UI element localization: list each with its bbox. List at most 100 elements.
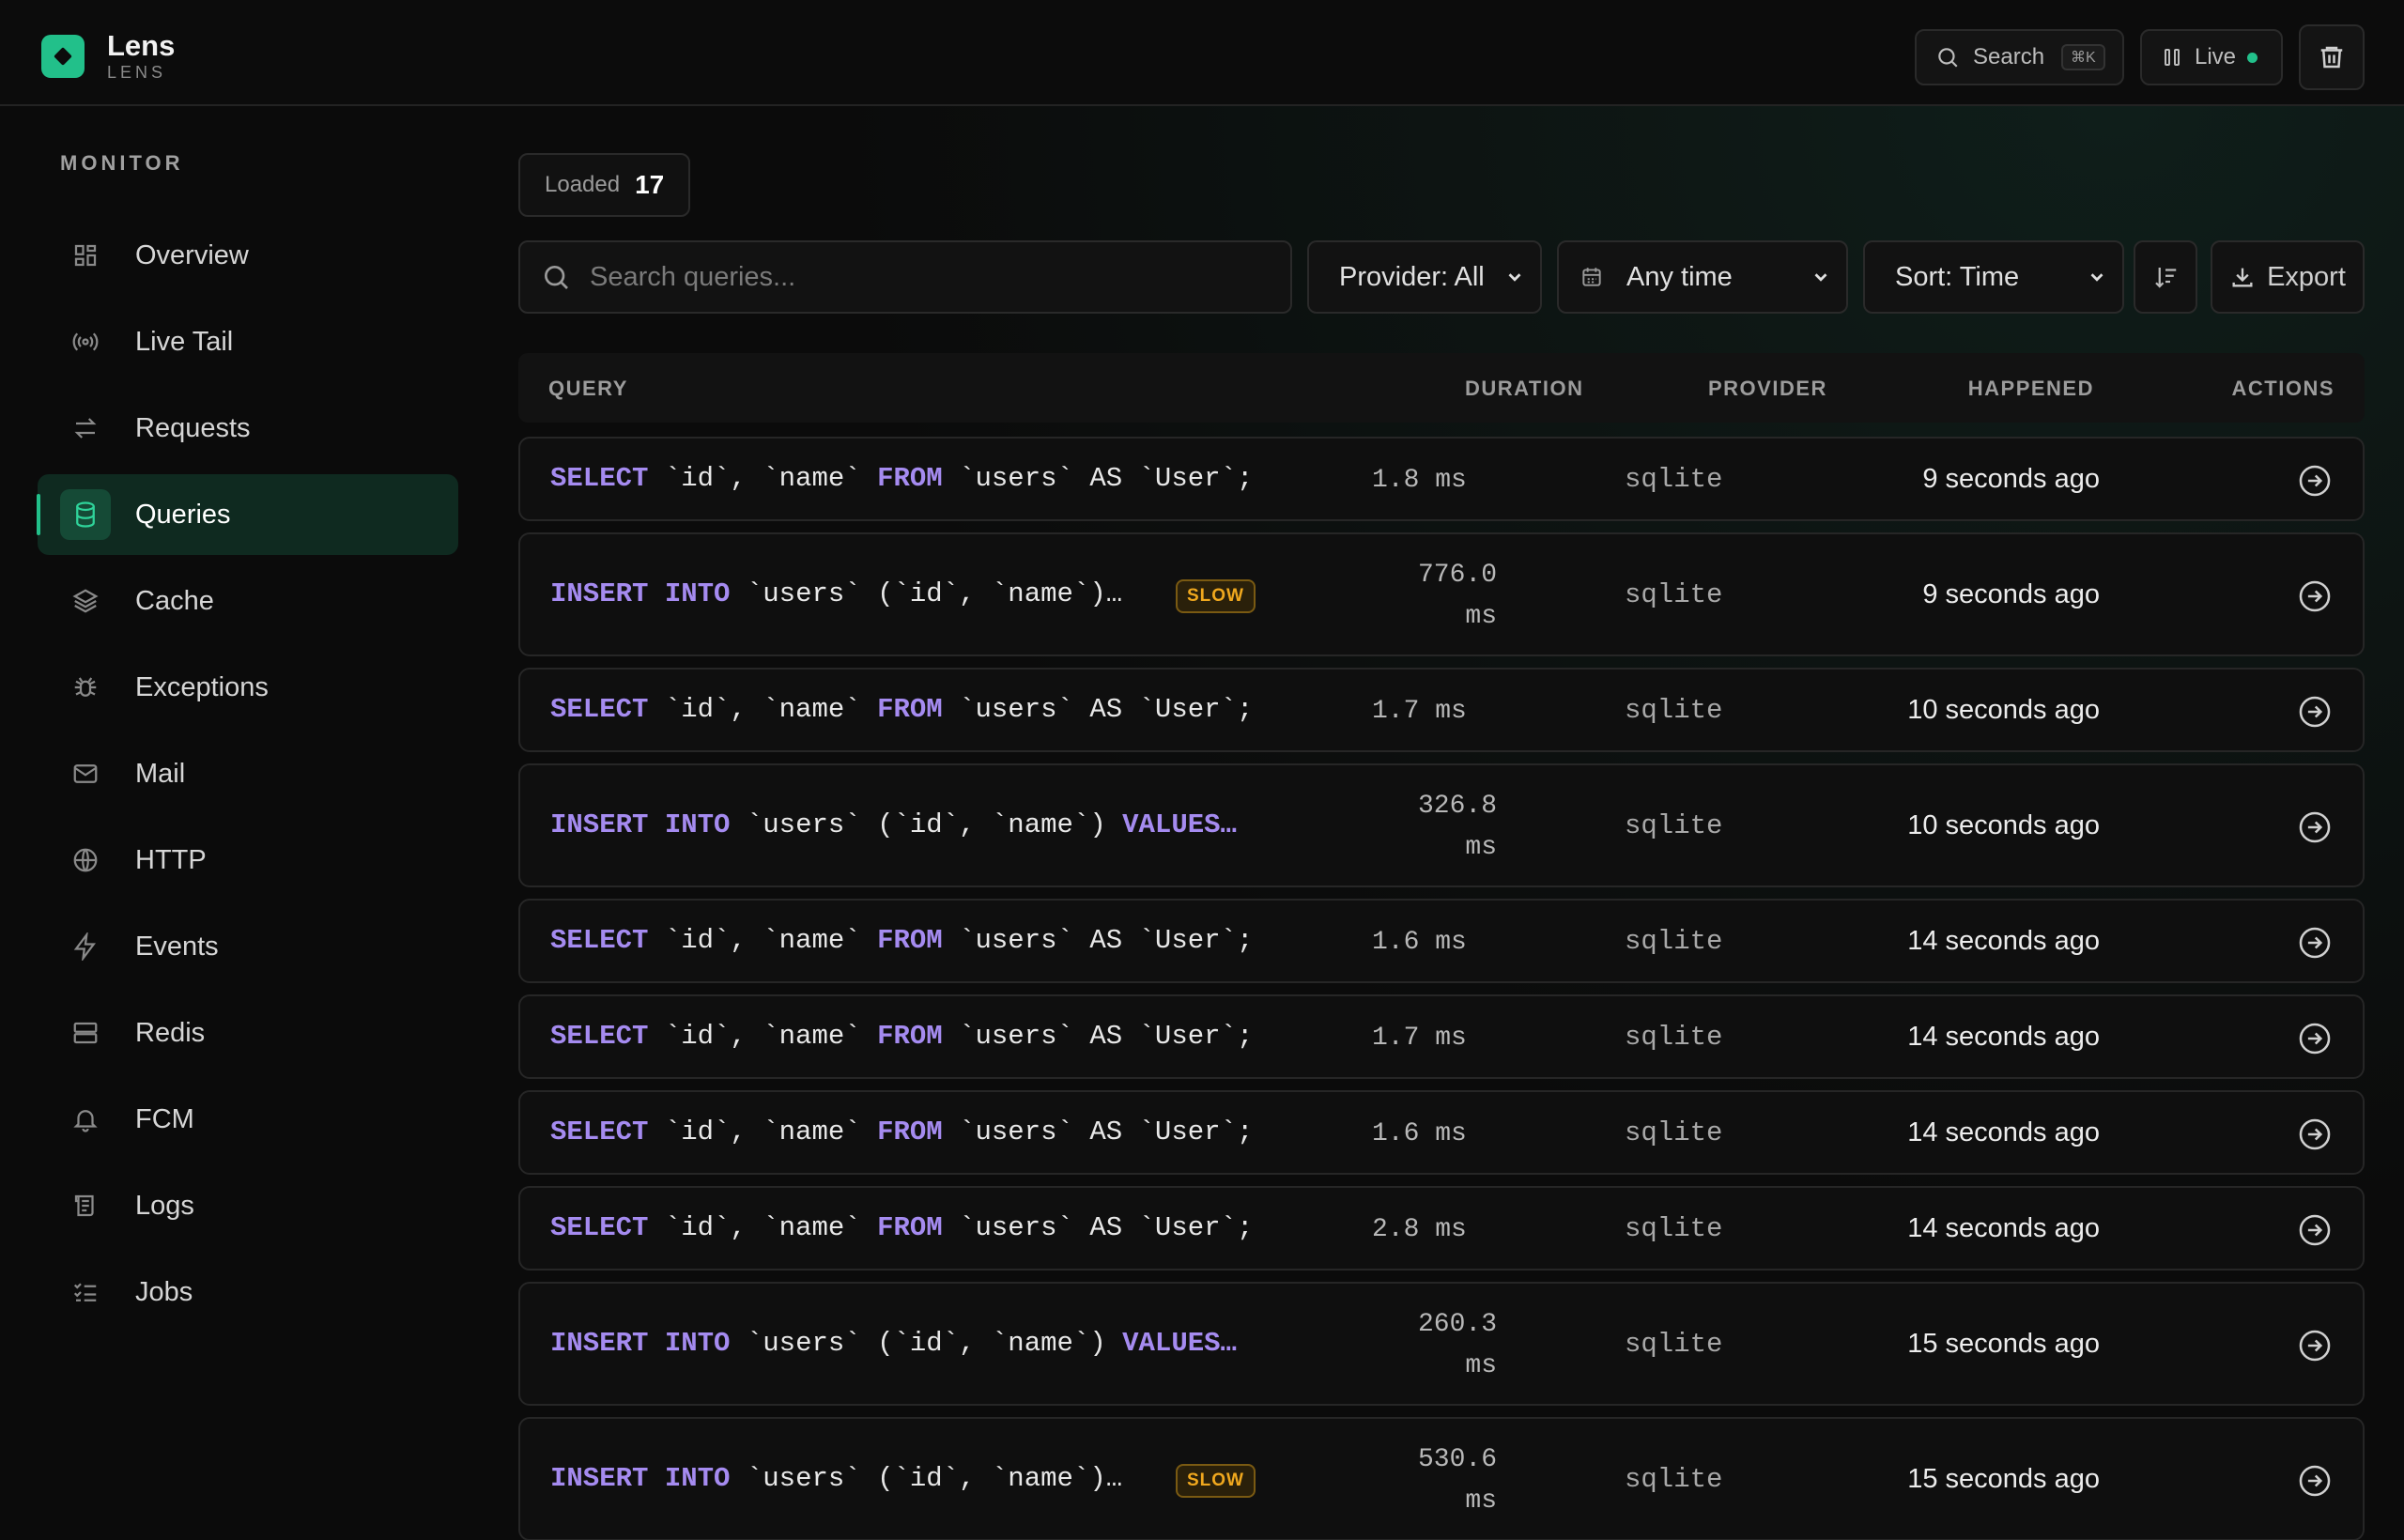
sidebar-item-label: Jobs (135, 1276, 193, 1307)
sidebar-item-mail[interactable]: Mail (38, 733, 458, 814)
sidebar-item-fcm[interactable]: FCM (38, 1079, 458, 1160)
layers-icon (60, 576, 111, 626)
column-header-happened: HAPPENED (1967, 377, 2094, 400)
table-header: QUERY DURATION PROVIDER HAPPENED ACTIONS (518, 353, 2365, 423)
slow-badge: SLOW (1176, 579, 1256, 613)
duration-value: 1.8 ms (1372, 466, 1467, 495)
open-details-arrow-icon[interactable] (2297, 1212, 2333, 1253)
globe-icon (60, 835, 111, 886)
query-search-box[interactable] (518, 240, 1292, 314)
pause-icon (2161, 45, 2183, 69)
table-row[interactable]: SELECT `id`, `name` FROM `users` AS `Use… (518, 437, 2365, 521)
brand[interactable]: Lens LENS (41, 30, 175, 83)
duration-value: 1.7 ms (1372, 1024, 1467, 1053)
sidebar-item-redis[interactable]: Redis (38, 993, 458, 1073)
sidebar-item-label: Queries (135, 499, 231, 530)
sidebar-item-label: HTTP (135, 844, 207, 875)
provider-select[interactable]: Provider: All (1307, 240, 1542, 314)
loaded-count: 17 (635, 170, 665, 199)
query-text: SELECT `id`, `name` FROM `users` AS `Use… (550, 1212, 1254, 1243)
happened-time: 14 seconds ago (1907, 1213, 2100, 1243)
open-details-arrow-icon[interactable] (2297, 578, 2333, 619)
clear-entries-button[interactable] (2299, 24, 2365, 90)
open-details-arrow-icon[interactable] (2297, 1463, 2333, 1503)
open-details-arrow-icon[interactable] (2297, 463, 2333, 503)
lens-logo-icon (41, 35, 85, 78)
happened-time: 14 seconds ago (1907, 926, 2100, 956)
open-details-arrow-icon[interactable] (2297, 1021, 2333, 1061)
table-row[interactable]: INSERT INTO `users` (`id`, `name`) VALUE… (518, 763, 2365, 887)
sidebar-item-http[interactable]: HTTP (38, 820, 458, 901)
sidebar-item-events[interactable]: Events (38, 906, 458, 987)
provider-value: sqlite (1625, 926, 1723, 957)
table-row[interactable]: SELECT `id`, `name` FROM `users` AS `Use… (518, 1186, 2365, 1270)
query-text: SELECT `id`, `name` FROM `users` AS `Use… (550, 463, 1254, 494)
sort-select-value: Sort: Time (1895, 261, 2020, 292)
open-details-arrow-icon[interactable] (2297, 694, 2333, 734)
duration-value: 1.6 ms (1372, 928, 1467, 957)
duration-value: 1.6 ms (1372, 1119, 1467, 1148)
sort-select[interactable]: Sort: Time (1863, 240, 2124, 314)
export-label: Export (2267, 261, 2346, 292)
happened-time: 10 seconds ago (1907, 695, 2100, 725)
query-text: INSERT INTO `users` (`id`, `name`)… (550, 1463, 1123, 1494)
loaded-count-badge: Loaded 17 (518, 153, 691, 217)
app-subtitle: LENS (107, 63, 167, 82)
column-header-provider: PROVIDER (1708, 377, 1827, 400)
table-row[interactable]: SELECT `id`, `name` FROM `users` AS `Use… (518, 668, 2365, 752)
provider-select-value: Provider: All (1339, 261, 1485, 292)
open-details-arrow-icon[interactable] (2297, 1116, 2333, 1157)
checklist-icon (60, 1267, 111, 1317)
table-row[interactable]: SELECT `id`, `name` FROM `users` AS `Use… (518, 1090, 2365, 1175)
loaded-label: Loaded (545, 172, 621, 197)
sidebar-item-logs[interactable]: Logs (38, 1165, 458, 1246)
chevron-down-icon (1504, 267, 1525, 287)
duration-value: 1.7 ms (1372, 697, 1467, 726)
open-details-arrow-icon[interactable] (2297, 809, 2333, 850)
time-range-select[interactable]: Any time (1557, 240, 1848, 314)
table-row[interactable]: SELECT `id`, `name` FROM `users` AS `Use… (518, 994, 2365, 1079)
global-search-button[interactable]: Search ⌘K (1915, 29, 2124, 85)
query-text: SELECT `id`, `name` FROM `users` AS `Use… (550, 1116, 1254, 1147)
sidebar-item-live-tail[interactable]: Live Tail (38, 301, 458, 382)
sort-direction-button[interactable] (2134, 240, 2197, 314)
sidebar-item-exceptions[interactable]: Exceptions (38, 647, 458, 728)
happened-time: 15 seconds ago (1907, 1329, 2100, 1359)
duration-value: 776.0 ms (1417, 561, 1497, 631)
sidebar-item-queries[interactable]: Queries (37, 474, 458, 555)
export-button[interactable]: Export (2211, 240, 2365, 314)
app-name: Lens (107, 29, 176, 62)
main-content: Loaded 17 Provider: All Any time Sort: T… (479, 106, 2404, 1540)
happened-time: 15 seconds ago (1907, 1464, 2100, 1494)
column-header-actions: ACTIONS (2231, 377, 2335, 400)
query-text: SELECT `id`, `name` FROM `users` AS `Use… (550, 694, 1254, 725)
open-details-arrow-icon[interactable] (2297, 1328, 2333, 1368)
bug-icon (60, 662, 111, 713)
table-row[interactable]: SELECT `id`, `name` FROM `users` AS `Use… (518, 899, 2365, 983)
sidebar-item-overview[interactable]: Overview (38, 215, 458, 296)
provider-value: sqlite (1625, 810, 1723, 841)
open-details-arrow-icon[interactable] (2297, 925, 2333, 965)
database-icon (60, 489, 111, 540)
duration-value: 530.6 ms (1417, 1445, 1497, 1516)
query-search-input[interactable] (590, 261, 1247, 293)
table-row[interactable]: INSERT INTO `users` (`id`, `name`)… SLOW 7… (518, 532, 2365, 656)
column-header-query: QUERY (548, 377, 628, 400)
sidebar-item-label: Events (135, 931, 219, 962)
live-toggle-button[interactable]: Live (2140, 29, 2283, 85)
sidebar-item-label: FCM (135, 1103, 194, 1134)
sidebar-item-cache[interactable]: Cache (38, 561, 458, 641)
happened-time: 14 seconds ago (1907, 1117, 2100, 1147)
provider-value: sqlite (1625, 464, 1723, 495)
sidebar-item-requests[interactable]: Requests (38, 388, 458, 469)
query-text: INSERT INTO `users` (`id`, `name`)… (550, 578, 1123, 609)
table-row[interactable]: INSERT INTO `users` (`id`, `name`)… SLOW 5… (518, 1417, 2365, 1540)
sidebar-item-jobs[interactable]: Jobs (38, 1252, 458, 1332)
sidebar-item-label: Requests (135, 412, 251, 443)
table-row[interactable]: INSERT INTO `users` (`id`, `name`) VALUE… (518, 1282, 2365, 1406)
filter-toolbar: Provider: All Any time Sort: Time Export (518, 240, 2365, 314)
search-icon (1935, 45, 1960, 69)
sidebar-item-label: Exceptions (135, 671, 269, 702)
sidebar-item-label: Mail (135, 758, 186, 789)
server-icon (60, 1008, 111, 1058)
